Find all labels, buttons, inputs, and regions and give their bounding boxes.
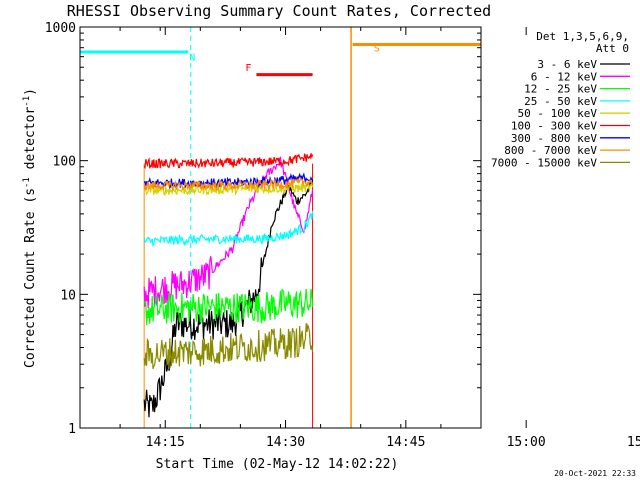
series-line (143, 156, 314, 309)
x-tick-label: 14:30 (266, 435, 305, 450)
plot-content: N F S (80, 27, 481, 428)
x-axis-label: Start Time (02-May-12 14:02:22) (156, 457, 399, 472)
series-line (143, 180, 314, 196)
legend-entry-label: 12 - 25 keV (524, 83, 597, 96)
legend-header-line1: Det 1,3,5,6,9, (536, 30, 629, 43)
legend-entry-label: 50 - 100 keV (518, 107, 598, 120)
y-tick-label: 1 (68, 422, 76, 437)
flag-label: S (374, 44, 380, 55)
x-tick-label: 14:45 (386, 435, 425, 450)
y-axis-label: Corrected Count Rate (s-1 detector-1) (22, 88, 38, 368)
footer-date: 20-Oct-2021 22:33 (554, 469, 636, 478)
x-tick-label: 15:15 (627, 435, 640, 450)
chart-title: RHESSI Observing Summary Count Rates, Co… (67, 2, 491, 20)
series-line (143, 153, 314, 170)
legend-entry-label: 300 - 800 keV (511, 132, 597, 145)
y-tick-label: 100 (53, 155, 76, 170)
legend-header-line2: Att 0 (596, 42, 629, 55)
x-tick-label: 15:00 (507, 435, 546, 450)
plot-area: N F S (80, 27, 481, 428)
series-line (143, 323, 314, 369)
series-line (143, 210, 314, 247)
series-line (143, 176, 314, 193)
legend-entry-label: 6 - 12 keV (531, 70, 598, 83)
flag-label: F (245, 63, 251, 74)
flag-label: N (189, 53, 195, 64)
legend-entry-label: 3 - 6 keV (537, 58, 597, 71)
legend-entry-label: 7000 - 15000 keV (491, 156, 597, 169)
y-tick-label: 10 (60, 288, 76, 303)
y-tick-label: 1000 (45, 21, 76, 36)
legend-entry-label: 25 - 50 keV (524, 95, 597, 108)
series-line (143, 288, 314, 326)
legend-entry-label: 800 - 7000 keV (504, 144, 597, 157)
x-tick-label: 14:15 (146, 435, 185, 450)
legend-entry-label: 100 - 300 keV (511, 120, 597, 133)
